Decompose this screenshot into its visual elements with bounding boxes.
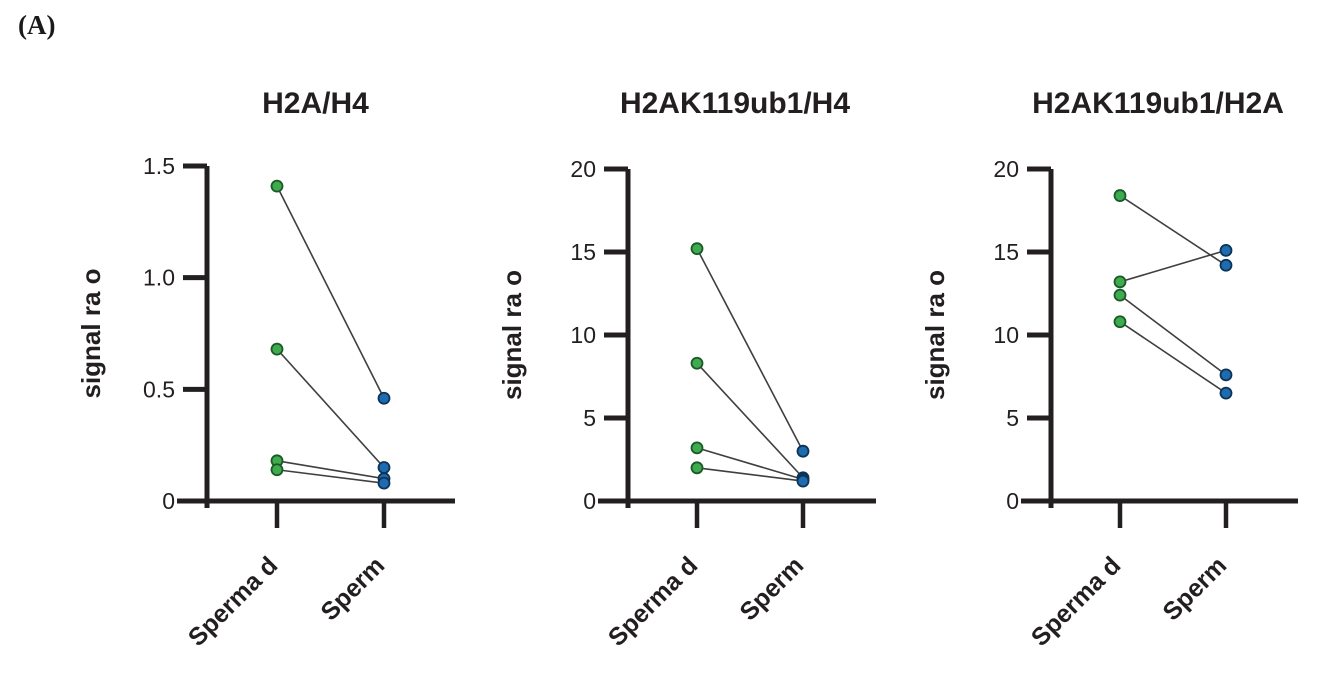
sperm-point	[1219, 386, 1233, 400]
sperm-point	[796, 474, 810, 488]
spermatid-point	[690, 242, 704, 256]
pair-line	[696, 447, 804, 481]
y-tick-label: 5	[1006, 405, 1019, 431]
sperm-point	[1219, 243, 1233, 257]
x-tick-label: Sperm	[1157, 551, 1232, 626]
y-tick-label: 1.0	[143, 265, 175, 291]
pair-line	[276, 348, 385, 469]
x-tick-label: Sperma d	[603, 551, 703, 651]
y-tick-label: 0	[1006, 488, 1019, 514]
sperm-point	[377, 476, 391, 490]
x-tick-label: Sperma d	[1026, 551, 1126, 651]
y-tick-label: 15	[570, 239, 596, 265]
sperm-point	[377, 461, 391, 474]
y-tick-label: 0.5	[143, 376, 175, 402]
spermatid-point	[270, 179, 284, 193]
panel-label: (A)	[18, 10, 56, 40]
spermatid-point	[1113, 315, 1127, 329]
x-tick-label: Sperm	[734, 551, 809, 626]
spermatid-point	[1113, 275, 1127, 289]
y-tick-label: 15	[993, 239, 1019, 265]
plot-2: H2AK119ub1/H4 signal ra o 0 5 10 15 20 Sperma d…	[497, 87, 876, 652]
pair-line	[1119, 194, 1227, 266]
y-tick-label: 10	[993, 322, 1019, 348]
x-tick-label: Sperma d	[183, 551, 283, 651]
y-axis-label: signal ra o	[76, 268, 106, 398]
pair-line	[696, 362, 804, 479]
sperm-point	[1219, 368, 1233, 382]
pair-line	[276, 460, 385, 480]
pair-line	[1119, 321, 1227, 394]
y-tick-label: 20	[570, 156, 596, 182]
spermatid-point	[690, 461, 704, 475]
pair-line	[696, 467, 804, 482]
y-tick-label: 1.5	[143, 153, 175, 179]
x-tick-label: Sperm	[315, 551, 390, 626]
plot-title: H2A/H4	[262, 87, 369, 120]
pair-line	[1119, 294, 1227, 376]
y-tick-label: 0	[162, 488, 175, 514]
y-tick-label: 20	[993, 156, 1019, 182]
pair-line	[1119, 249, 1227, 283]
plot-title: H2AK119ub1/H4	[620, 87, 850, 120]
sperm-point	[1219, 258, 1233, 272]
y-tick-label: 5	[583, 405, 596, 431]
sperm-point	[377, 391, 391, 405]
pair-line	[276, 468, 385, 484]
spermatid-point	[1113, 189, 1127, 202]
plot-title: H2AK119ub1/H2A	[1032, 87, 1284, 120]
y-tick-label: 10	[570, 322, 596, 348]
spermatid-point	[1113, 288, 1127, 302]
sperm-point	[796, 444, 810, 458]
pair-line	[696, 248, 804, 452]
y-axis-label: signal ra o	[497, 270, 527, 400]
plot-1: H2A/H4 signal ra o 0 0.5 1.0 1.5 Sperma d Sperm	[76, 87, 455, 652]
spermatid-point	[270, 342, 284, 356]
y-axis-label: signal ra o	[920, 270, 950, 400]
y-tick-label: 0	[583, 488, 596, 514]
pair-line	[276, 185, 385, 399]
spermatid-point	[690, 441, 704, 455]
spermatid-point	[270, 463, 284, 477]
spermatid-point	[690, 356, 704, 370]
plot-3: H2AK119ub1/H2A signal ra o 0 5 10 15 20 Sperma …	[920, 87, 1298, 652]
